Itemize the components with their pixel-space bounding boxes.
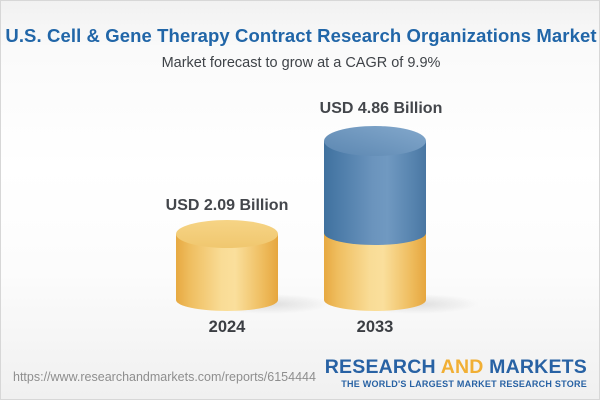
x-axis-label-2024: 2024 (208, 318, 246, 336)
bar-2033-base-segment (324, 231, 426, 311)
logo-word-markets: MARKETS (489, 356, 587, 378)
chart-subtitle: Market forecast to grow at a CAGR of 9.9… (161, 55, 441, 71)
research-and-markets-logo: RESEARCH AND MARKETS THE WORLD'S LARGEST… (325, 357, 587, 390)
bar-value-label-2033: USD 4.86 Billion (319, 100, 443, 117)
logo-word-research: RESEARCH (324, 356, 436, 378)
chart-title: U.S. Cell & Gene Therapy Contract Resear… (5, 25, 597, 46)
bar-value-label-2024: USD 2.09 Billion (165, 197, 289, 214)
report-url: https://www.researchandmarkets.com/repor… (13, 370, 316, 384)
bar-2033-cylinder (324, 126, 426, 311)
logo-wordmark: RESEARCH AND MARKETS (325, 357, 587, 377)
bar-2033-growth-segment (324, 141, 426, 245)
bar-2024-cylinder (176, 220, 278, 311)
x-axis-label-2033: 2033 (356, 318, 394, 336)
logo-tagline: THE WORLD'S LARGEST MARKET RESEARCH STOR… (341, 379, 587, 390)
logo-word-and: AND (440, 356, 484, 378)
